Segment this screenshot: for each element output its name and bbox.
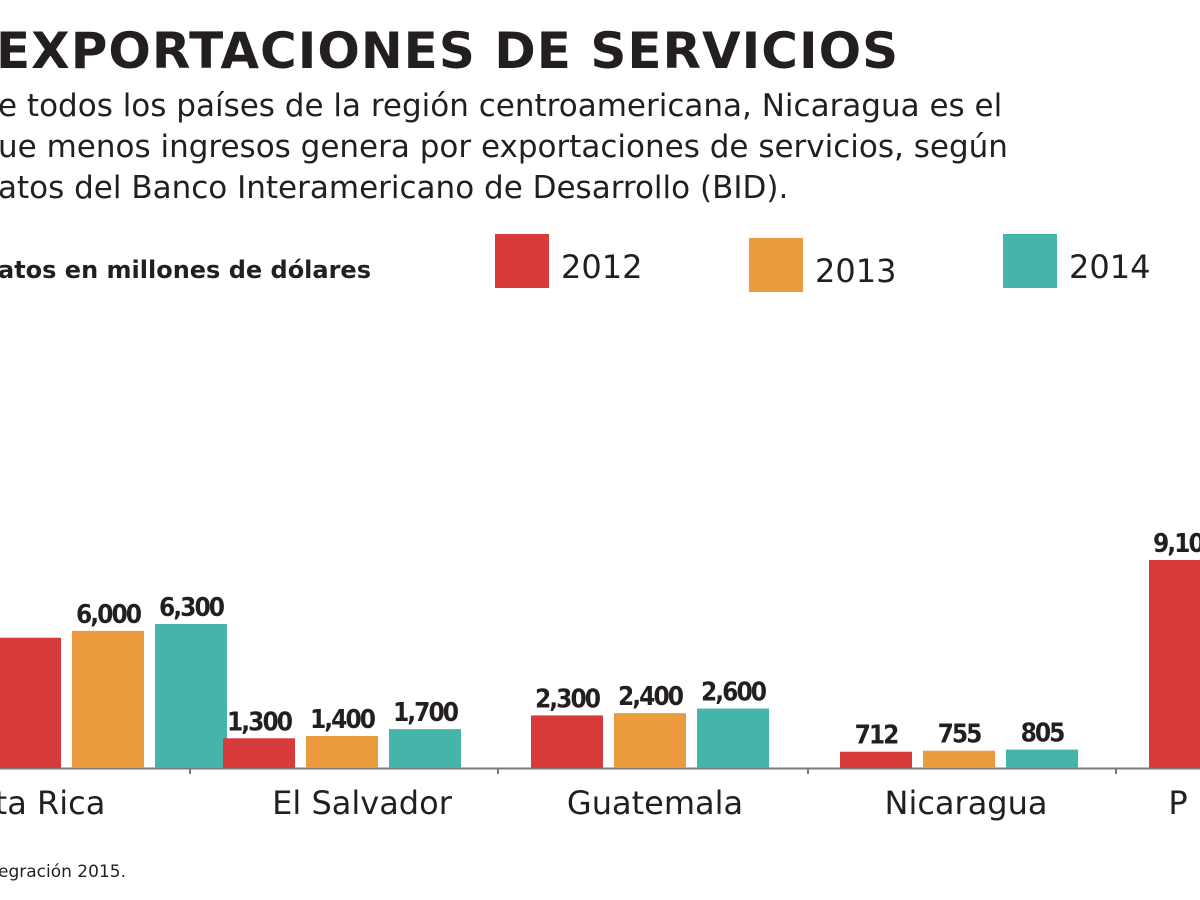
- legend-label-2012: 2012: [561, 248, 643, 286]
- bar-2013-1: [306, 736, 378, 768]
- data-label-2013-0: 6,000: [76, 600, 142, 630]
- bar-2012-0: [0, 637, 61, 768]
- legend-swatch-2014: [1003, 234, 1057, 288]
- data-label-2012-4: 9,100: [1153, 529, 1200, 559]
- data-label-2012-2: 2,300: [535, 684, 601, 714]
- category-label-0: ta Rica: [0, 784, 105, 822]
- subtitle-line-2: ue menos ingresos genera por exportacion…: [0, 129, 1008, 165]
- data-label-2014-2: 2,600: [701, 678, 767, 708]
- data-label-2014-3: 805: [1021, 719, 1065, 749]
- bar-2014-3: [1006, 749, 1078, 768]
- category-label-1: El Salvador: [272, 784, 453, 822]
- bar-2014-0: [155, 624, 227, 768]
- subtitle-line-3: atos del Banco Interamericano de Desarro…: [0, 170, 789, 206]
- data-label-2012-3: 712: [855, 721, 899, 751]
- legend-label-2013: 2013: [815, 252, 897, 290]
- bar-2012-1: [223, 738, 295, 768]
- bar-2012-4: [1149, 560, 1200, 768]
- data-label-2013-3: 755: [938, 720, 982, 750]
- chart-title: EXPORTACIONES DE SERVICIOS: [0, 22, 900, 80]
- bar-2012-2: [531, 715, 603, 768]
- category-label-4: P: [1168, 784, 1187, 822]
- bar-2014-2: [697, 708, 769, 768]
- bar-2013-0: [72, 630, 144, 768]
- legend-swatch-2012: [495, 234, 549, 288]
- data-label-2013-1: 1,400: [310, 705, 376, 735]
- subtitle-line-1: e todos los países de la región centroam…: [0, 88, 1003, 124]
- category-label-3: Nicaragua: [885, 784, 1048, 822]
- data-label-2012-1: 1,300: [227, 707, 293, 737]
- source-note: egración 2015.: [0, 862, 126, 882]
- data-label-2014-1: 1,700: [393, 698, 459, 728]
- bar-2012-3: [840, 751, 912, 768]
- legend-label-2014: 2014: [1069, 248, 1151, 286]
- data-label-2013-2: 2,400: [618, 682, 684, 712]
- category-label-2: Guatemala: [567, 784, 743, 822]
- bar-2014-1: [389, 729, 461, 768]
- bar-2013-3: [923, 750, 995, 768]
- bar-2013-2: [614, 713, 686, 768]
- unit-note: atos en millones de dólares: [0, 256, 371, 284]
- legend-swatch-2013: [749, 238, 803, 292]
- bar-chart: 6,000 6,300 ta Rica 1,300 1,400 1,700 El Salva…: [0, 529, 1200, 822]
- data-label-2014-0: 6,300: [159, 593, 225, 623]
